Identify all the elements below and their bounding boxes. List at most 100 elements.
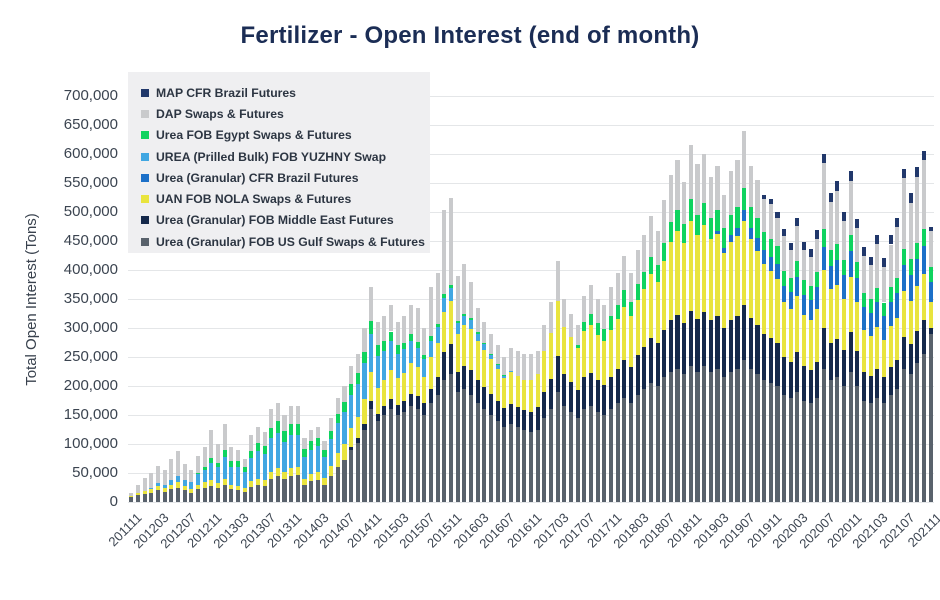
bar-segment xyxy=(222,456,227,479)
bar-segment xyxy=(462,365,467,389)
bar-segment xyxy=(522,354,527,380)
bar-segment xyxy=(842,274,847,299)
bar-segment xyxy=(322,456,327,478)
bar-segment xyxy=(429,287,434,337)
bar-segment xyxy=(881,339,887,378)
bar-segment xyxy=(635,355,640,395)
bar-segment xyxy=(422,359,427,377)
bar-segment xyxy=(209,479,214,486)
gridline xyxy=(128,183,934,184)
bar-segment xyxy=(815,272,820,288)
bar-segment xyxy=(848,371,853,502)
bar-segment xyxy=(202,488,207,502)
bar-segment xyxy=(835,181,840,191)
bar-segment xyxy=(762,333,767,381)
bar-segment xyxy=(628,367,633,404)
bar-segment xyxy=(329,466,334,477)
bar-segment xyxy=(768,337,773,384)
bar-segment xyxy=(295,467,300,476)
bar-segment xyxy=(828,342,833,381)
bar-segment xyxy=(329,439,334,467)
bar-segment xyxy=(622,290,627,307)
bar-segment xyxy=(855,351,860,386)
bar-segment xyxy=(355,373,360,384)
bar-segment xyxy=(215,467,220,484)
bar-segment xyxy=(881,377,887,404)
bar-segment xyxy=(888,326,893,367)
bar-segment xyxy=(555,300,560,356)
bar-segment xyxy=(275,432,280,468)
bar-segment xyxy=(275,467,280,476)
bar-segment xyxy=(435,327,440,343)
bar-segment xyxy=(881,316,887,340)
bar-segment xyxy=(262,485,267,502)
bar-segment xyxy=(648,256,653,275)
bar-segment xyxy=(675,160,680,211)
bar-segment xyxy=(562,299,567,327)
bar-segment xyxy=(375,345,380,356)
bar-segment xyxy=(535,407,540,430)
bar-segment xyxy=(908,274,913,301)
bar-segment xyxy=(362,399,367,424)
bar-segment xyxy=(782,270,787,286)
bar-segment xyxy=(782,285,787,302)
bar-segment xyxy=(868,336,873,376)
bar-segment xyxy=(688,145,693,199)
bar-segment xyxy=(282,441,287,472)
bar-segment xyxy=(482,409,487,502)
legend-label: MAP CFR Brazil Futures xyxy=(156,85,296,100)
bar-segment xyxy=(901,368,907,502)
bar-segment xyxy=(828,265,833,290)
bar-segment xyxy=(742,130,747,189)
bar-segment xyxy=(488,354,494,360)
bar-segment xyxy=(342,386,347,403)
bar-segment xyxy=(535,351,540,374)
bar-segment xyxy=(815,309,820,362)
bar-segment xyxy=(468,370,474,395)
bar-segment xyxy=(688,310,693,366)
bar-segment xyxy=(875,302,880,327)
bar-segment xyxy=(382,316,387,342)
bar-segment xyxy=(662,261,667,330)
bar-segment xyxy=(255,426,260,443)
bar-segment xyxy=(828,202,833,250)
legend-item: Urea (Granular) FOB Middle East Futures xyxy=(141,210,430,231)
bar-segment xyxy=(215,462,220,468)
bar-segment xyxy=(382,406,387,415)
bar-segment xyxy=(528,411,534,433)
bar-segment xyxy=(422,376,427,404)
bar-segment xyxy=(289,467,294,476)
bar-segment xyxy=(682,223,687,244)
gridline xyxy=(128,154,934,155)
bar-segment xyxy=(129,497,134,502)
bar-segment xyxy=(262,446,267,455)
bar-segment xyxy=(548,332,554,380)
bar-segment xyxy=(735,159,740,207)
bar-segment xyxy=(382,341,387,351)
bar-segment xyxy=(502,357,507,375)
bar-segment xyxy=(189,470,194,483)
bar-segment xyxy=(535,429,540,502)
bar-segment xyxy=(375,388,380,414)
bar-segment xyxy=(795,260,800,277)
bar-segment xyxy=(815,361,820,398)
bar-segment xyxy=(708,218,713,240)
bar-segment xyxy=(495,345,500,364)
bar-segment xyxy=(901,168,907,178)
bar-segment xyxy=(862,292,867,307)
bar-segment xyxy=(402,400,407,413)
bar-segment xyxy=(728,371,733,502)
bar-segment xyxy=(255,484,260,502)
bar-segment xyxy=(282,431,287,442)
bar-segment xyxy=(502,375,507,378)
legend-swatch-icon xyxy=(141,131,149,140)
bar-segment xyxy=(542,417,547,502)
bar-segment xyxy=(822,229,827,247)
bar-segment xyxy=(835,284,840,340)
bar-segment xyxy=(822,246,827,270)
bar-segment xyxy=(602,304,607,329)
bar-segment xyxy=(175,476,180,483)
bar-segment xyxy=(835,190,840,244)
bar-segment xyxy=(722,377,727,502)
bar-segment xyxy=(402,342,407,350)
